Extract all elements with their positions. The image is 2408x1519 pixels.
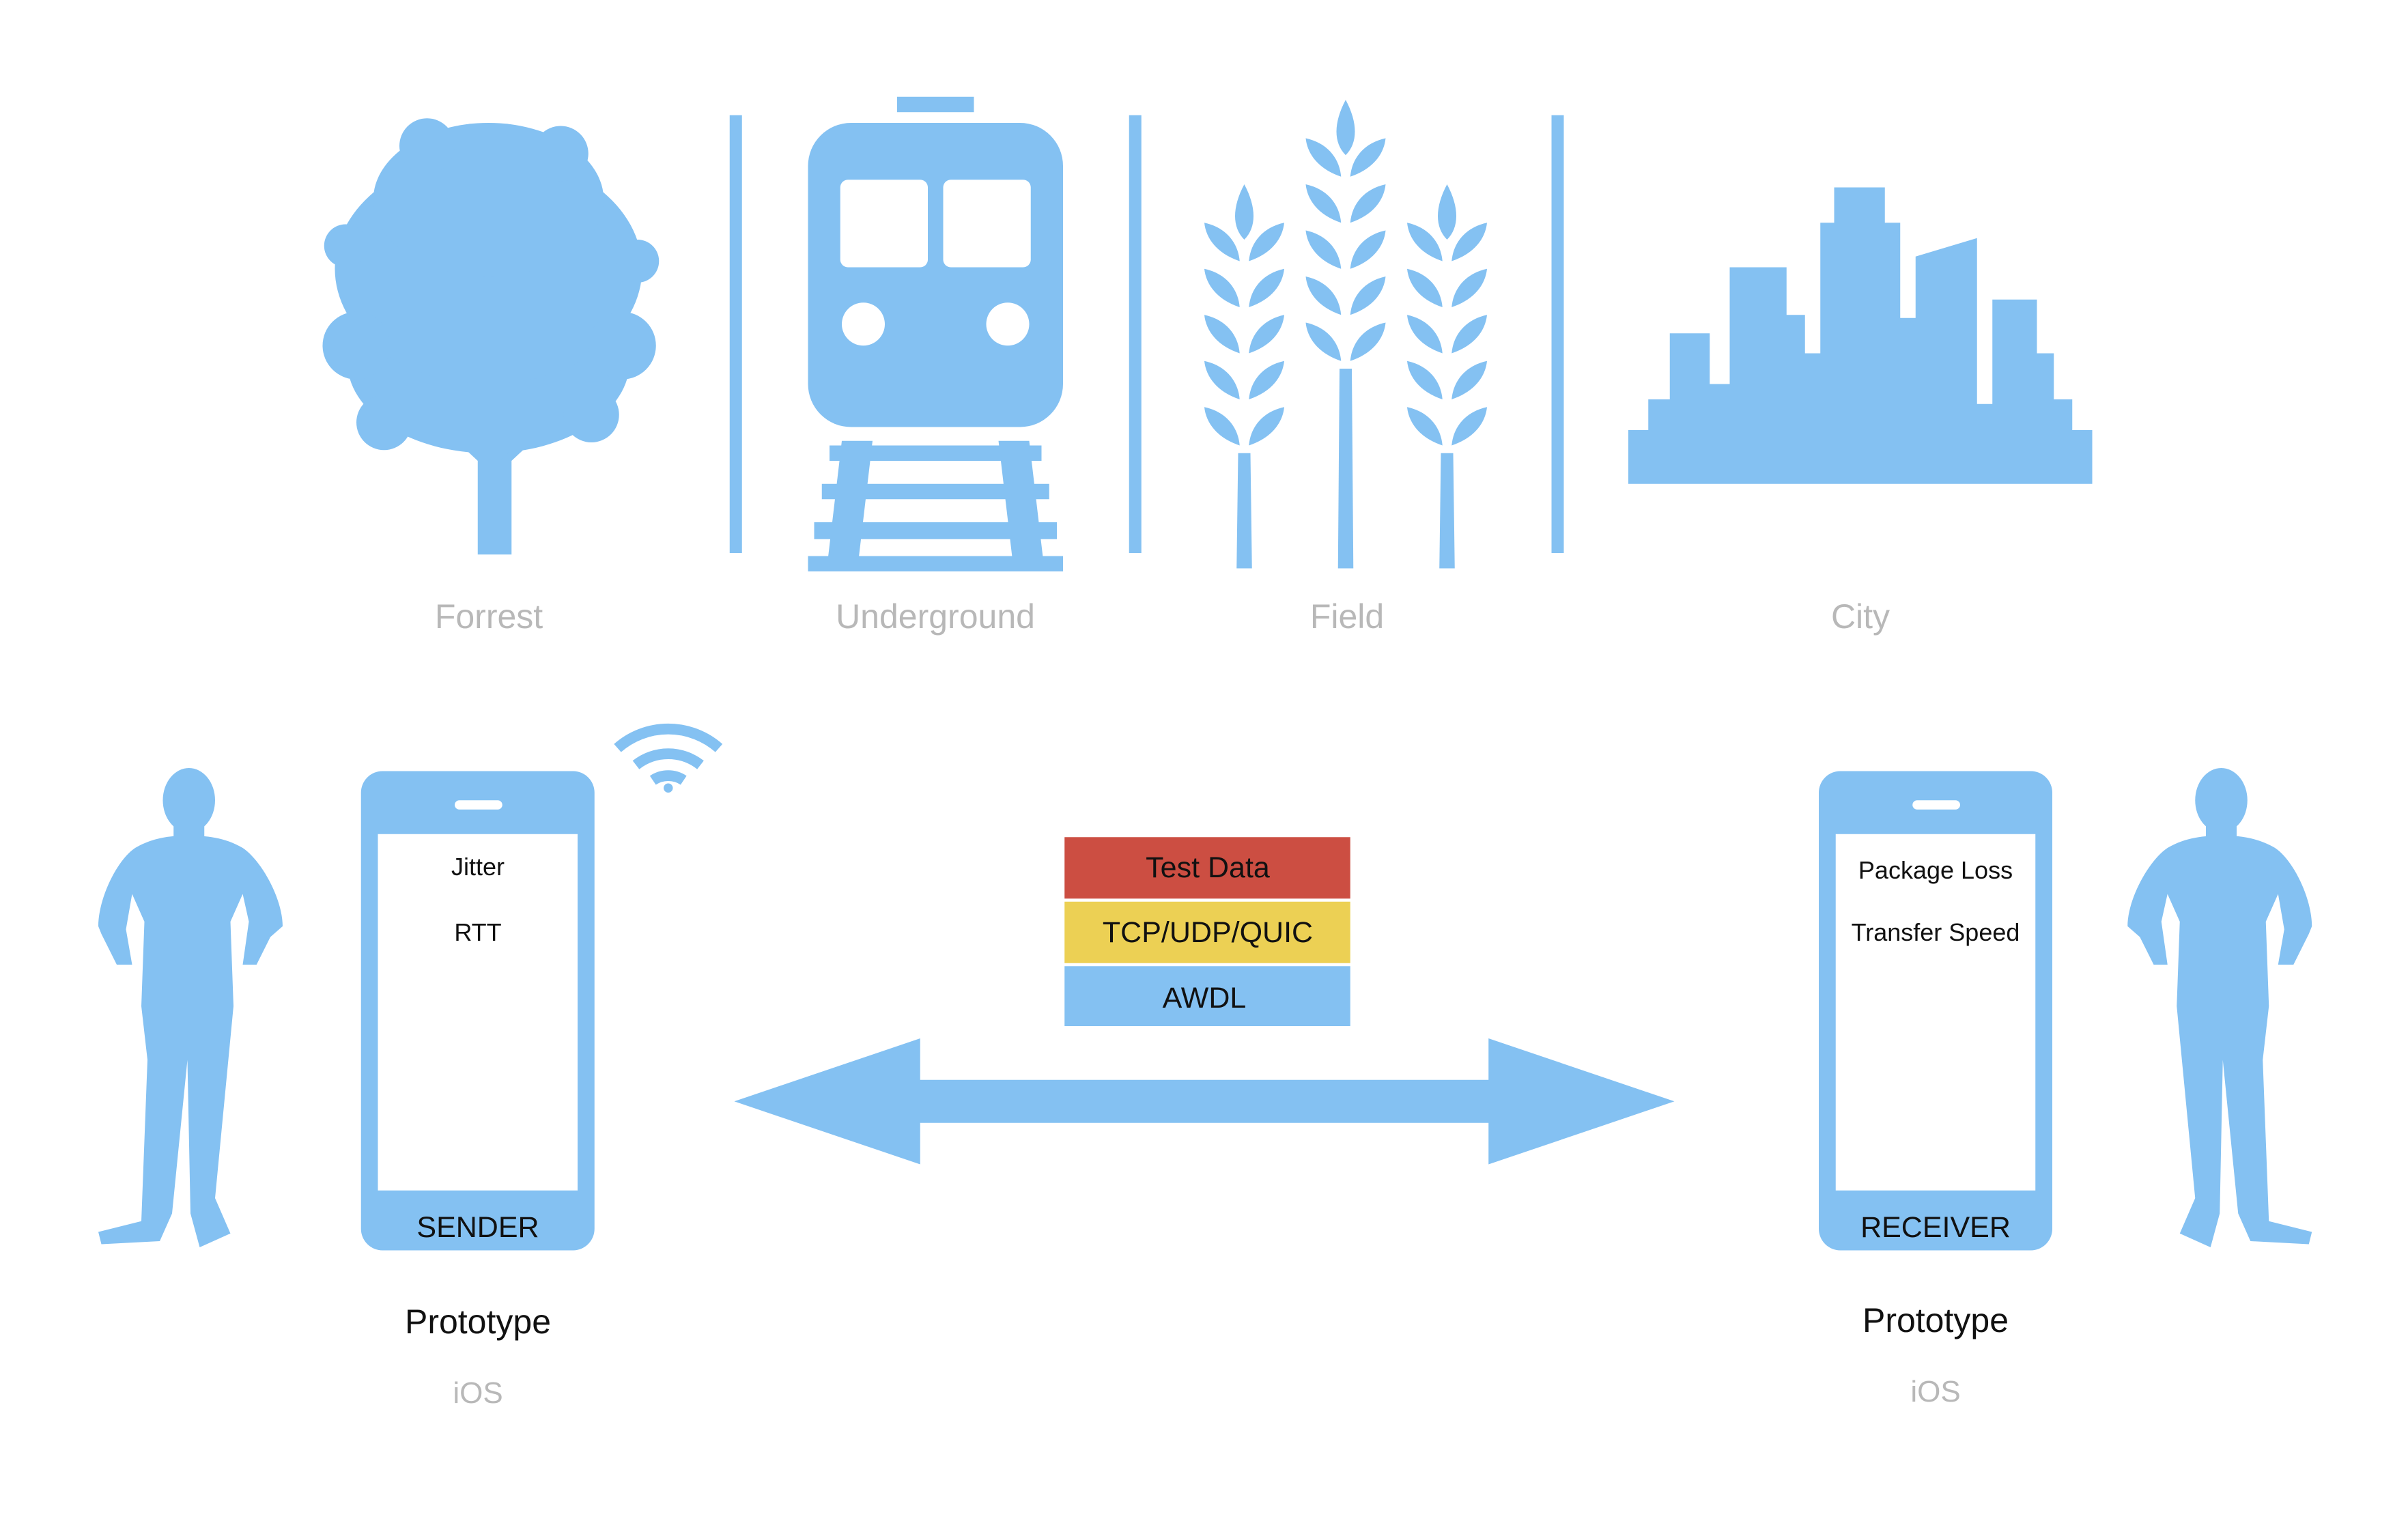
wheat-icon: [1204, 100, 1487, 569]
receiver-title: Prototype: [1862, 1301, 2009, 1339]
sender-metric-rtt: RTT: [454, 918, 501, 946]
receiver-role-label: RECEIVER: [1860, 1211, 2011, 1244]
stack-label-link: AWDL: [1163, 982, 1247, 1014]
env-label-city: City: [1831, 597, 1890, 636]
double-arrow-icon: [734, 1038, 1675, 1165]
stack-layer-transport: [1064, 901, 1350, 963]
sender-metric-jitter: Jitter: [451, 853, 505, 881]
phone-icon: [360, 771, 595, 1251]
receiver-metric-transfer-speed: Transfer Speed: [1852, 918, 2020, 946]
receiver-metric-package-loss: Package Loss: [1858, 856, 2013, 884]
sender-role-label: SENDER: [416, 1211, 539, 1244]
env-label-underground: Underground: [836, 597, 1035, 636]
wifi-icon: [614, 723, 723, 793]
stack-texts: Test Data TCP/UDP/QUIC AWDL: [1103, 851, 1313, 1014]
train-icon: [808, 96, 1063, 571]
sender-platform: iOS: [453, 1376, 502, 1410]
stack-label-transport: TCP/UDP/QUIC: [1103, 916, 1313, 949]
city-skyline-icon: [1628, 187, 2093, 484]
phone-icon: [1819, 771, 2052, 1251]
tree-icon: [322, 118, 660, 555]
person-icon: [98, 768, 283, 1247]
env-label-forrest: Forrest: [435, 597, 543, 636]
sender-title: Prototype: [405, 1303, 551, 1341]
protocol-stack: [1064, 837, 1350, 1026]
environment-labels: Forrest Underground Field City: [435, 597, 1890, 636]
receiver-texts: Package Loss Transfer Speed RECEIVER Pro…: [1852, 856, 2020, 1408]
stack-layer-test-data: [1064, 837, 1350, 899]
receiver-platform: iOS: [1910, 1375, 1960, 1408]
stack-layer-link: [1064, 966, 1350, 1026]
divider: [1129, 115, 1142, 553]
env-label-field: Field: [1310, 597, 1384, 636]
stack-label-test-data: Test Data: [1146, 851, 1270, 884]
person-icon: [2127, 768, 2312, 1247]
divider: [1551, 115, 1564, 553]
sender-texts: Jitter RTT SENDER Prototype iOS: [405, 853, 551, 1410]
divider: [729, 115, 742, 553]
